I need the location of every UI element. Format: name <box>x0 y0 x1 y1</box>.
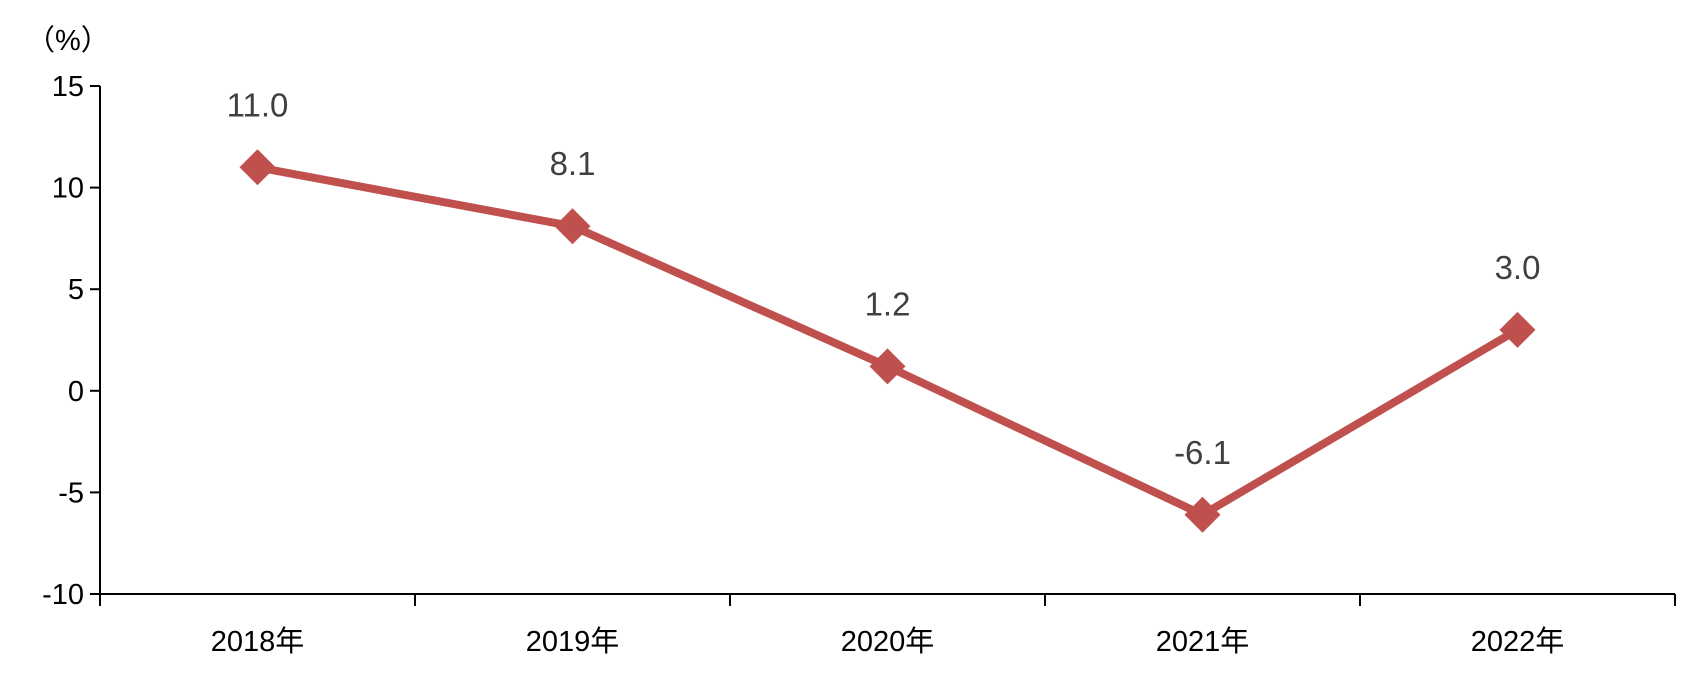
series-line <box>253 163 1522 519</box>
y-tick-label: 0 <box>68 376 84 408</box>
x-tick-label: 2020年 <box>841 625 935 658</box>
y-tick-label: -5 <box>58 477 84 509</box>
marker-layer <box>239 149 1536 533</box>
data-point-marker <box>869 348 906 385</box>
data-point-marker <box>554 208 591 245</box>
data-value-label: -6.1 <box>1174 434 1231 471</box>
axes: 15 10 5 0 -5 -10 2018年 2019年 2020年 2021年 2022年 <box>42 71 1676 658</box>
x-tick-label: 2018年 <box>211 625 305 658</box>
y-tick-label: 5 <box>68 274 84 306</box>
data-value-label: 11.0 <box>227 86 289 123</box>
data-point-marker <box>239 149 276 186</box>
y-tick-label: 10 <box>52 173 84 205</box>
y-axis-unit-label: （%） <box>26 25 110 57</box>
data-point-marker <box>1184 496 1221 533</box>
series-line-layer <box>253 163 1522 519</box>
x-tick-label: 2019年 <box>526 625 620 658</box>
x-tick-label: 2021年 <box>1156 625 1250 658</box>
y-tick-label: 15 <box>52 71 84 103</box>
data-value-label: 3.0 <box>1495 249 1541 286</box>
y-tick-label: -10 <box>42 579 84 611</box>
data-label-layer: 11.0 8.1 1.2 -6.1 3.0 <box>227 86 1541 470</box>
data-value-label: 8.1 <box>550 145 596 182</box>
data-point-marker <box>1499 311 1536 348</box>
x-tick-label: 2022年 <box>1471 625 1565 658</box>
data-value-label: 1.2 <box>865 285 911 322</box>
